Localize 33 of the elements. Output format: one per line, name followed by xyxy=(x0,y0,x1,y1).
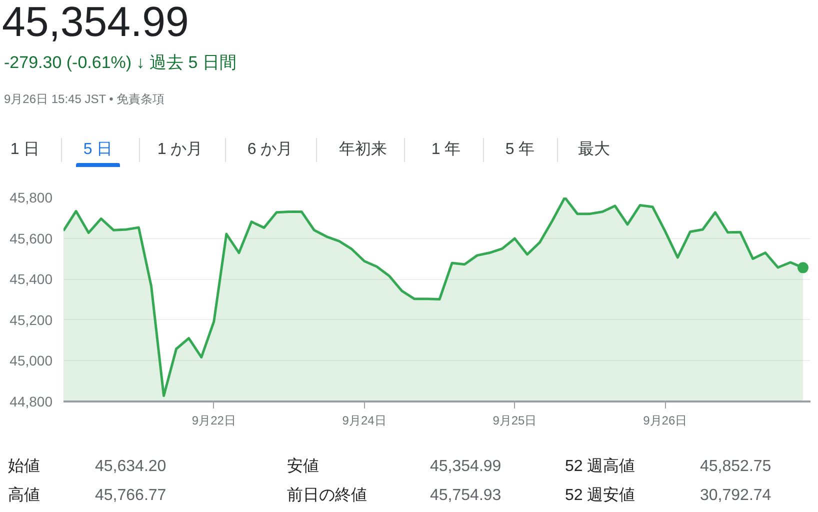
text: 45,354.99 xyxy=(2,0,189,47)
x-tick-label: 9月26日 xyxy=(643,414,688,428)
text: 9月26日 15:45 JST • 免責条項 xyxy=(4,91,165,108)
y-tick-label: 45,200 xyxy=(10,312,53,328)
text: 年初来 xyxy=(339,140,387,160)
y-tick-label: 44,800 xyxy=(10,394,53,410)
text: 最大 xyxy=(578,140,610,160)
text: 5 日 xyxy=(83,140,113,160)
x-tick-label: 9月24日 xyxy=(342,414,386,428)
y-tick-label: 45,400 xyxy=(10,271,53,288)
text: 45,354.99 xyxy=(430,457,502,477)
text: 45,634.20 xyxy=(95,457,166,477)
text: 45,754.93 xyxy=(430,486,502,506)
y-tick-label: 45,600 xyxy=(10,230,53,246)
text: 安値 xyxy=(287,456,319,477)
text: 6 か月 xyxy=(247,140,293,160)
x-tick-label: 9月22日 xyxy=(192,414,236,428)
y-tick-label: 45,800 xyxy=(10,190,53,206)
text: 高値 xyxy=(8,486,40,506)
text: 1 年 xyxy=(431,140,461,160)
text: 30,792.74 xyxy=(700,486,772,506)
text: 5 年 xyxy=(505,140,535,160)
text: 前日の終値 xyxy=(287,486,367,506)
text: 52 週安値 xyxy=(565,486,636,506)
text: 1 か月 xyxy=(157,140,203,160)
text: 52 週高値 xyxy=(565,456,636,477)
y-tick-label: 45,000 xyxy=(10,352,53,369)
text: 45,766.77 xyxy=(95,486,166,506)
text: 45,852.75 xyxy=(700,457,772,477)
x-tick-label: 9月25日 xyxy=(492,414,537,428)
chart-subtitle: -279.30 (-0.61%) ↓ 過去 5 日間 xyxy=(4,52,236,74)
text: 1 日 xyxy=(10,140,40,160)
text: 始値 xyxy=(8,457,40,477)
